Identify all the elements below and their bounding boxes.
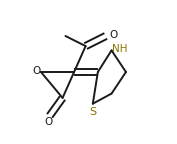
Text: S: S (89, 107, 96, 117)
Text: O: O (109, 30, 118, 40)
Text: O: O (44, 117, 52, 127)
Text: NH: NH (112, 44, 127, 54)
Text: O: O (32, 66, 40, 76)
